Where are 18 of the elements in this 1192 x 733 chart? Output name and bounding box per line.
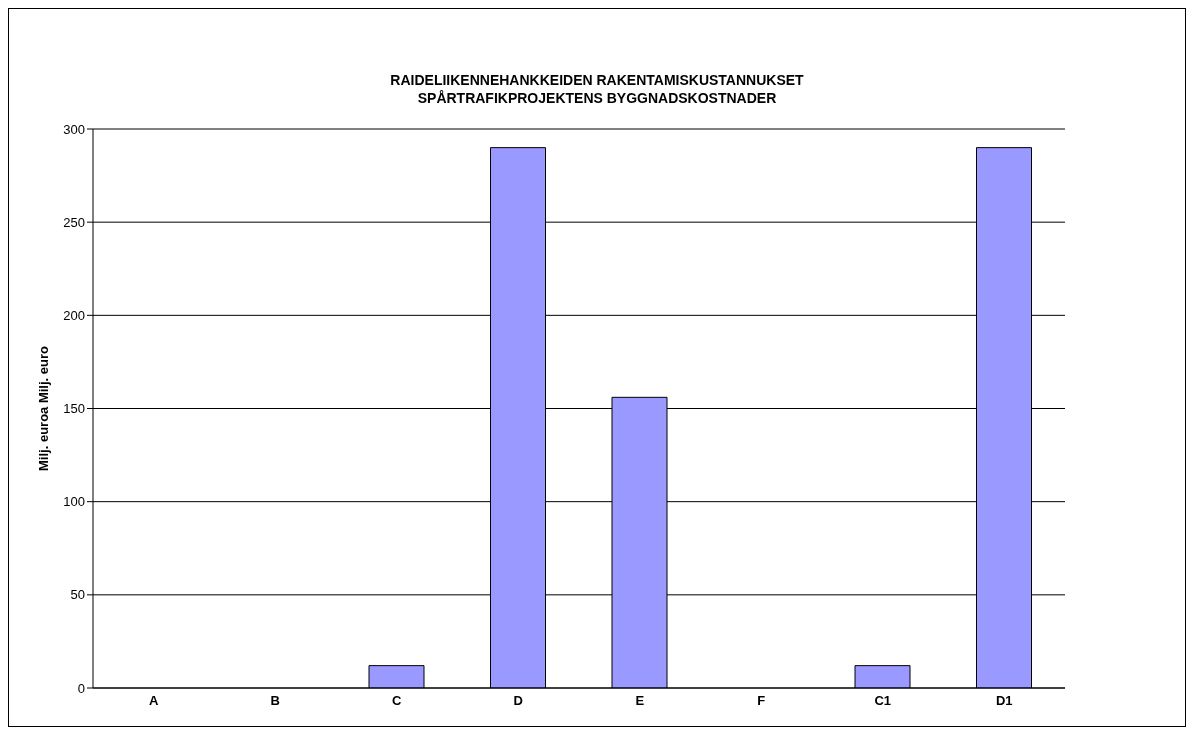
- y-tick-label: 200: [63, 307, 85, 323]
- x-tick-label: C: [392, 693, 403, 709]
- x-tick-label: D1: [995, 693, 1013, 709]
- x-tick-label: D: [513, 693, 523, 709]
- y-tick-label: 250: [63, 214, 85, 230]
- x-tick-label: B: [270, 693, 280, 709]
- y-tick-label: 0: [77, 680, 85, 696]
- x-tick-label: E: [635, 693, 645, 709]
- y-tick-label: 50: [70, 587, 85, 603]
- chart-subtitle: SPÅRTRAFIKPROJEKTENS BYGGNADSKOSTNADER: [416, 89, 778, 107]
- y-axis-title: Milj. euroa Milj. euro: [35, 345, 51, 471]
- y-tick-label: 300: [63, 121, 85, 137]
- y-tick-label: 150: [63, 401, 85, 417]
- y-tick-label: 100: [63, 494, 85, 510]
- x-tick-label: F: [757, 693, 766, 709]
- chart-title: RAIDELIIKENNEHANKKEIDEN RAKENTAMISKUSTANNUKSET: [389, 71, 805, 89]
- x-tick-label: A: [149, 693, 160, 709]
- x-tick-label: C1: [874, 693, 892, 709]
